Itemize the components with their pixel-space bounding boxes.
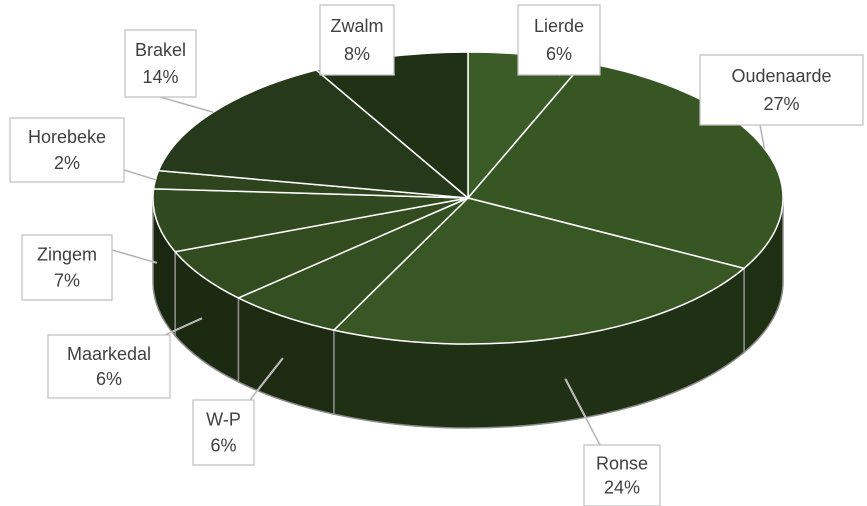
label-box bbox=[583, 444, 661, 506]
category-label: Ronse bbox=[596, 453, 648, 473]
category-label: Brakel bbox=[135, 40, 186, 60]
leader-line bbox=[164, 317, 203, 336]
slice bbox=[332, 197, 746, 345]
leader-line bbox=[564, 378, 601, 446]
value-label: 24% bbox=[604, 478, 640, 498]
category-label: W-P bbox=[206, 410, 241, 430]
value-label: 6% bbox=[210, 436, 236, 456]
category-label: Zingem bbox=[37, 245, 97, 265]
label-box bbox=[47, 334, 171, 399]
slice bbox=[173, 197, 469, 299]
value-label: 7% bbox=[54, 271, 80, 291]
value-label: 27% bbox=[763, 94, 799, 114]
value-label: 2% bbox=[54, 153, 80, 173]
category-label: Oudenaarde bbox=[731, 66, 831, 86]
label-box bbox=[21, 234, 113, 301]
value-label: 14% bbox=[142, 67, 178, 87]
label-box bbox=[9, 117, 125, 183]
slice bbox=[236, 197, 469, 331]
value-label: 6% bbox=[96, 369, 122, 389]
label-box bbox=[319, 4, 395, 76]
category-label: Maarkedal bbox=[67, 344, 151, 364]
leader-line bbox=[249, 357, 284, 401]
leader-line bbox=[111, 249, 157, 264]
leader-line bbox=[123, 169, 156, 181]
slice bbox=[152, 188, 469, 253]
value-label: 8% bbox=[344, 44, 370, 64]
leader-line bbox=[159, 96, 214, 113]
category-label: Horebeke bbox=[28, 127, 106, 147]
label-box bbox=[699, 54, 864, 126]
category-label: Zwalm bbox=[331, 16, 384, 36]
slice bbox=[157, 69, 471, 199]
category-label: Lierde bbox=[534, 16, 584, 36]
value-label: 6% bbox=[546, 44, 572, 64]
label-box bbox=[192, 399, 255, 466]
label-box bbox=[517, 4, 601, 76]
leader-line bbox=[759, 124, 765, 149]
label-box bbox=[124, 29, 197, 98]
